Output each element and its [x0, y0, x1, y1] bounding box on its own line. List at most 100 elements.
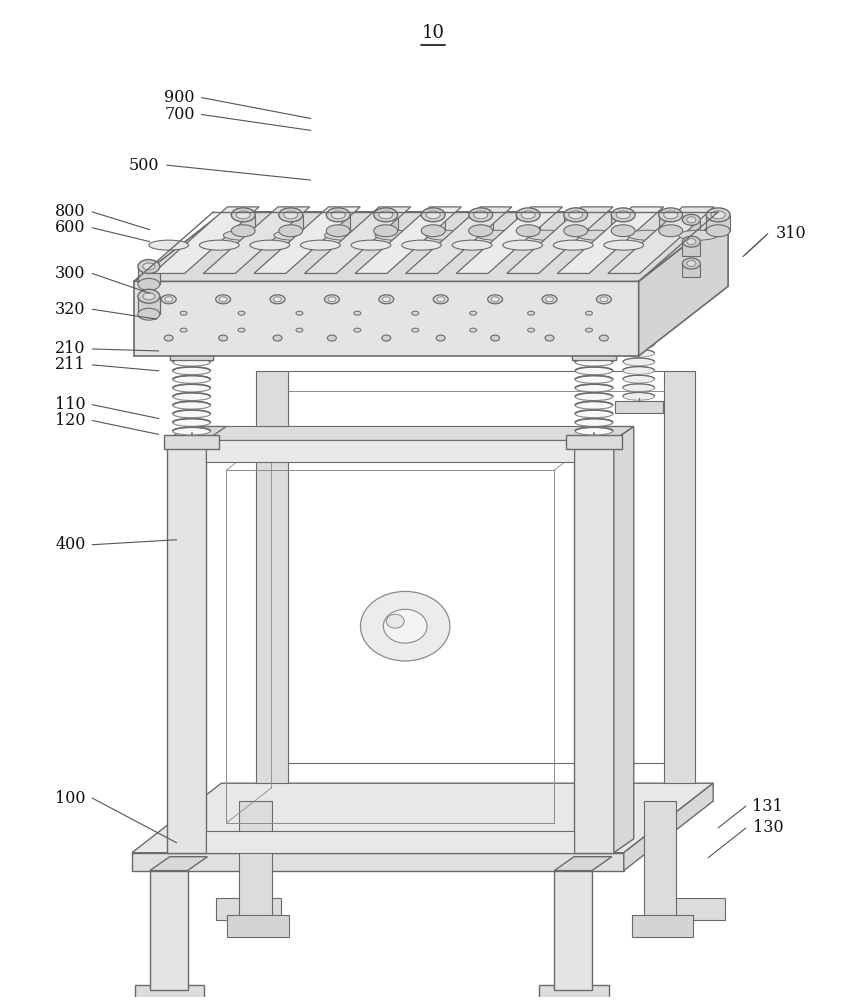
Ellipse shape [436, 335, 445, 341]
Polygon shape [132, 783, 714, 853]
Ellipse shape [379, 295, 394, 304]
Bar [206, 440, 574, 462]
Ellipse shape [575, 401, 613, 409]
Ellipse shape [138, 289, 160, 303]
Bar [166, 440, 206, 853]
Bar [615, 401, 662, 413]
Polygon shape [254, 207, 361, 273]
Ellipse shape [476, 230, 516, 240]
Bar [135, 985, 205, 1000]
Ellipse shape [326, 225, 350, 237]
Bar [138, 296, 160, 314]
Ellipse shape [623, 392, 655, 400]
Ellipse shape [231, 208, 255, 222]
Ellipse shape [545, 297, 553, 302]
Ellipse shape [231, 225, 255, 237]
Polygon shape [406, 207, 512, 273]
Ellipse shape [387, 614, 404, 628]
Polygon shape [134, 281, 639, 356]
Ellipse shape [326, 208, 350, 222]
Text: 800: 800 [55, 203, 86, 220]
Ellipse shape [218, 335, 227, 341]
Polygon shape [150, 857, 207, 871]
Polygon shape [623, 783, 714, 871]
Text: 120: 120 [55, 412, 86, 429]
Bar [682, 264, 701, 277]
Bar [643, 801, 676, 920]
Ellipse shape [301, 240, 340, 250]
Bar [150, 871, 187, 990]
Ellipse shape [604, 240, 643, 250]
Ellipse shape [421, 225, 445, 237]
Text: 900: 900 [165, 89, 195, 106]
Ellipse shape [491, 335, 499, 341]
Bar [611, 215, 636, 231]
Text: 211: 211 [55, 356, 86, 373]
Bar [574, 440, 614, 853]
Ellipse shape [138, 278, 160, 290]
Ellipse shape [138, 308, 160, 320]
Text: 130: 130 [753, 819, 783, 836]
Bar [621, 315, 656, 325]
Ellipse shape [238, 311, 245, 315]
Ellipse shape [564, 208, 588, 222]
Ellipse shape [521, 211, 535, 219]
Ellipse shape [600, 297, 608, 302]
Ellipse shape [623, 384, 655, 392]
Ellipse shape [143, 263, 155, 270]
Ellipse shape [138, 260, 160, 273]
Bar [661, 898, 725, 920]
Ellipse shape [296, 311, 303, 315]
Bar [138, 267, 160, 284]
Text: 10: 10 [421, 24, 445, 42]
Ellipse shape [324, 230, 364, 240]
Ellipse shape [434, 295, 448, 304]
Text: 210: 210 [55, 340, 86, 357]
Ellipse shape [575, 376, 613, 383]
Ellipse shape [503, 240, 543, 250]
Ellipse shape [553, 240, 593, 250]
Bar [566, 435, 622, 449]
Ellipse shape [224, 230, 263, 240]
Ellipse shape [623, 349, 655, 357]
Bar [170, 348, 213, 360]
Polygon shape [206, 426, 594, 440]
Ellipse shape [149, 240, 189, 250]
Ellipse shape [469, 208, 492, 222]
Polygon shape [153, 207, 259, 273]
Bar [469, 215, 492, 231]
Polygon shape [574, 426, 634, 440]
Ellipse shape [273, 297, 282, 302]
Ellipse shape [623, 367, 655, 374]
Ellipse shape [575, 393, 613, 401]
Ellipse shape [470, 311, 477, 315]
Ellipse shape [173, 384, 211, 392]
Ellipse shape [164, 335, 173, 341]
Ellipse shape [711, 211, 725, 219]
Bar [217, 898, 281, 920]
Ellipse shape [412, 311, 419, 315]
Polygon shape [134, 212, 728, 281]
Ellipse shape [707, 225, 730, 237]
Ellipse shape [412, 328, 419, 332]
Ellipse shape [628, 230, 668, 240]
Bar [206, 831, 574, 853]
Ellipse shape [585, 328, 592, 332]
Bar [572, 348, 616, 360]
Bar [516, 215, 540, 231]
Ellipse shape [173, 393, 211, 401]
Ellipse shape [682, 236, 701, 247]
Ellipse shape [199, 240, 239, 250]
Polygon shape [456, 207, 563, 273]
Bar [326, 215, 350, 231]
Ellipse shape [273, 335, 282, 341]
Ellipse shape [173, 376, 211, 383]
Bar [682, 220, 701, 234]
Ellipse shape [687, 261, 696, 267]
Ellipse shape [659, 225, 682, 237]
Bar [132, 853, 623, 871]
Ellipse shape [324, 295, 339, 304]
Ellipse shape [161, 295, 176, 304]
Ellipse shape [274, 230, 314, 240]
Ellipse shape [437, 297, 445, 302]
